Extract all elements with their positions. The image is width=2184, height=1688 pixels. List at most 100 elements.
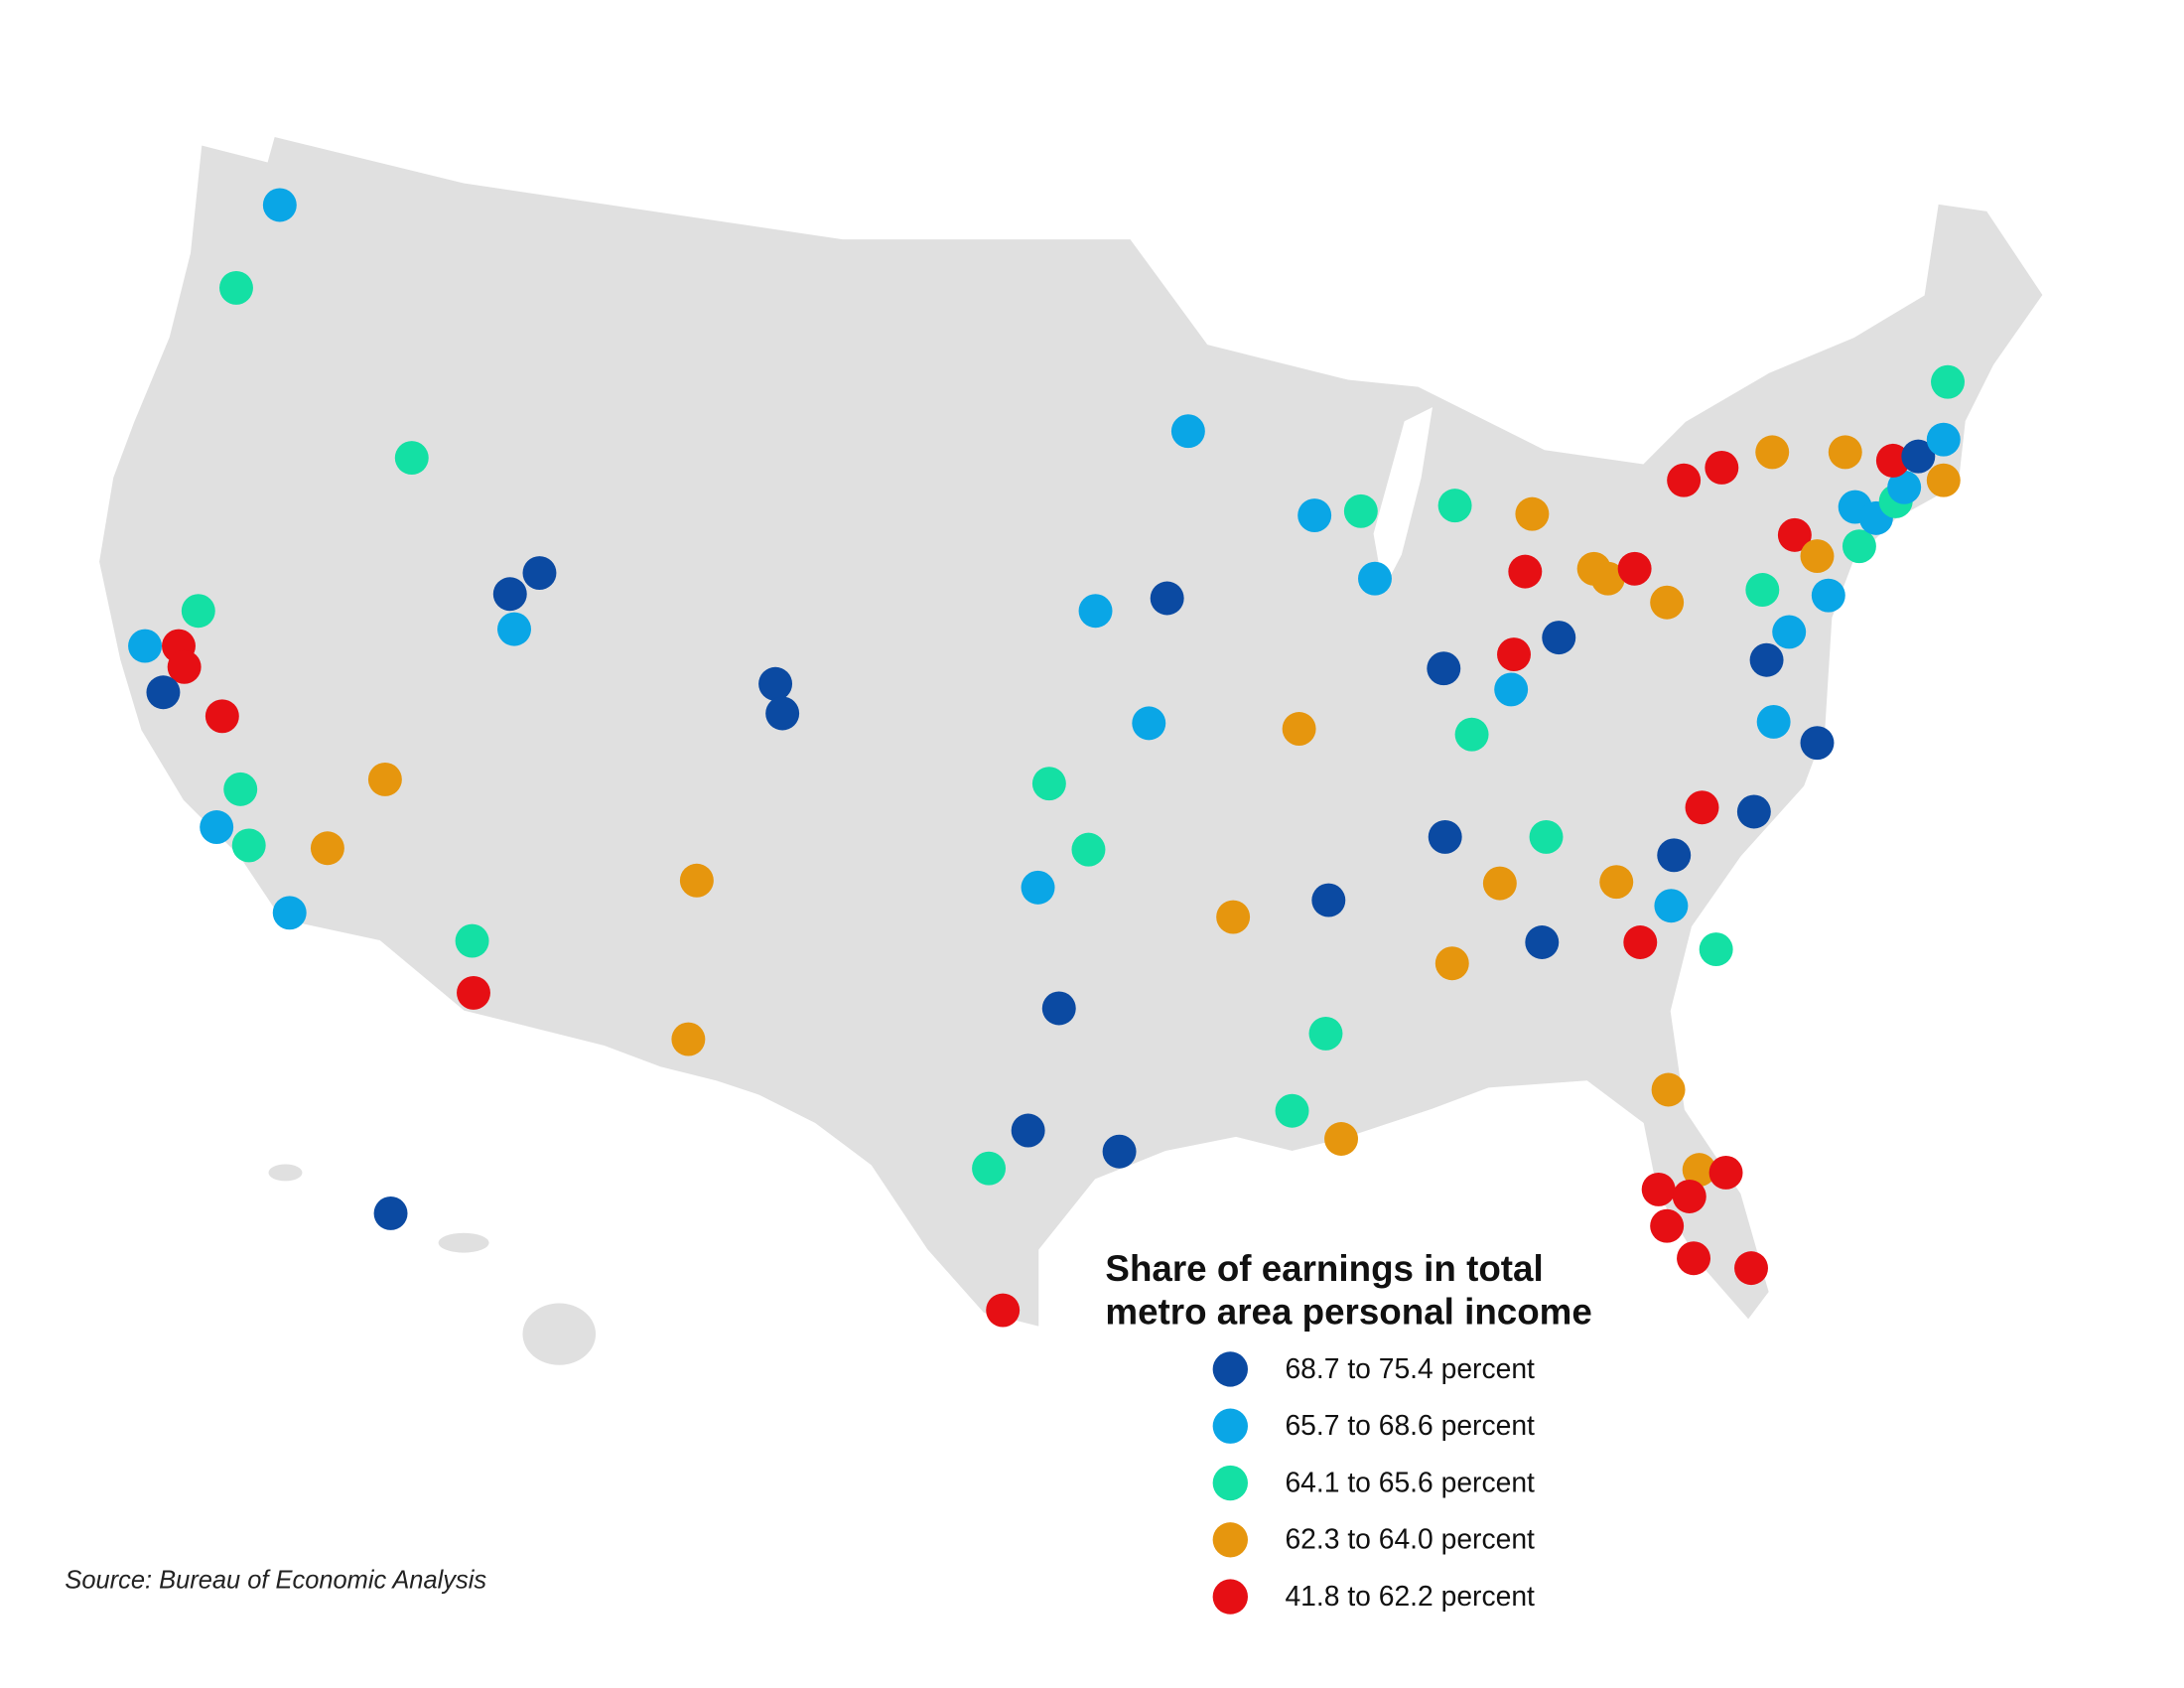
metro-dot bbox=[181, 594, 215, 629]
metro-dots bbox=[128, 188, 1965, 1328]
metro-dot bbox=[1650, 585, 1685, 620]
hawaii-island bbox=[522, 1303, 597, 1365]
legend-swatch bbox=[1212, 1522, 1248, 1558]
metro-dot bbox=[1887, 470, 1922, 504]
legend-label: 41.8 to 62.2 percent bbox=[1285, 1580, 1535, 1612]
metro-dot bbox=[394, 441, 429, 476]
metro-dot bbox=[1542, 621, 1576, 655]
metro-dot bbox=[205, 699, 239, 734]
metro-dot bbox=[1772, 615, 1807, 649]
metro-dot bbox=[1623, 925, 1658, 959]
legend-label: 64.1 to 65.6 percent bbox=[1285, 1466, 1535, 1497]
metro-dot bbox=[1297, 498, 1332, 533]
metro-dot bbox=[986, 1293, 1021, 1328]
metro-dot bbox=[1324, 1122, 1359, 1156]
metro-dot bbox=[1745, 573, 1780, 607]
metro-dot bbox=[1308, 1016, 1343, 1051]
metro-dot bbox=[1494, 672, 1529, 707]
metro-dot bbox=[758, 666, 793, 701]
metro-dot bbox=[1508, 554, 1543, 589]
metro-dot bbox=[1800, 539, 1835, 574]
metro-dot bbox=[1454, 717, 1489, 752]
metro-dot bbox=[1654, 889, 1689, 923]
metro-dot bbox=[128, 629, 163, 663]
metro-dot bbox=[373, 1196, 408, 1230]
metro-dot bbox=[1437, 489, 1472, 523]
legend-label: 68.7 to 75.4 percent bbox=[1285, 1352, 1535, 1384]
metro-dot bbox=[367, 762, 402, 796]
metro-dot bbox=[679, 863, 714, 898]
metro-dot bbox=[972, 1151, 1007, 1186]
metro-dot bbox=[1282, 712, 1316, 746]
metro-dot bbox=[272, 896, 307, 930]
metro-dot bbox=[1699, 932, 1733, 967]
metro-dot bbox=[765, 696, 800, 731]
metro-dot bbox=[1842, 529, 1876, 564]
metro-dot bbox=[1031, 767, 1066, 801]
metro-dot bbox=[223, 772, 258, 806]
metro-dot bbox=[1677, 1241, 1711, 1276]
metro-dot bbox=[262, 188, 297, 222]
metro-dot bbox=[1216, 900, 1251, 934]
legend-swatch bbox=[1212, 1465, 1248, 1501]
metro-dot bbox=[1672, 1180, 1706, 1213]
metro-dot bbox=[1525, 925, 1560, 959]
metro-dot bbox=[1599, 865, 1634, 900]
metro-dot bbox=[1021, 870, 1055, 905]
metro-dot bbox=[457, 975, 490, 1010]
metro-dot bbox=[1590, 561, 1625, 596]
metro-dot bbox=[1926, 463, 1961, 497]
metro-dot bbox=[1358, 561, 1392, 596]
metro-dot bbox=[146, 675, 181, 710]
metro-dot bbox=[1657, 838, 1692, 873]
metro-dot bbox=[1515, 496, 1550, 531]
metro-dot bbox=[1650, 1208, 1685, 1243]
source: Source: Bureau of Economic Analysis bbox=[65, 1567, 486, 1595]
metro-dot bbox=[1734, 1251, 1768, 1286]
metro-dot bbox=[1875, 443, 1910, 478]
metro-dot bbox=[1071, 832, 1106, 867]
metro-dot bbox=[1434, 946, 1469, 981]
metro-dot bbox=[1311, 883, 1346, 917]
metro-dot bbox=[1428, 819, 1462, 854]
lake-michigan bbox=[1373, 407, 1433, 591]
legend-title: metro area personal income bbox=[1105, 1292, 1591, 1333]
metro-dot bbox=[1667, 463, 1702, 497]
metro-dot bbox=[1931, 364, 1965, 399]
metro-dot bbox=[1705, 450, 1739, 485]
metro-dot bbox=[200, 810, 234, 844]
metro-dot bbox=[1427, 651, 1461, 686]
us-outline bbox=[97, 135, 2045, 1329]
metro-dot bbox=[1708, 1155, 1743, 1190]
metro-dot bbox=[1011, 1113, 1045, 1148]
metro-dot bbox=[1170, 414, 1205, 449]
metro-dot bbox=[167, 649, 202, 684]
hawaii-island bbox=[268, 1164, 303, 1182]
metro-dot bbox=[1777, 517, 1812, 552]
metro-dot bbox=[497, 612, 531, 646]
metro-dot bbox=[1275, 1093, 1309, 1128]
legend-swatch bbox=[1212, 1408, 1248, 1444]
metro-dot bbox=[1811, 578, 1845, 613]
metro-dot bbox=[1078, 594, 1113, 629]
metro-dot bbox=[1901, 439, 1936, 474]
metro-dot bbox=[1041, 991, 1076, 1026]
metro-dot bbox=[1641, 1172, 1676, 1206]
metro-dot bbox=[1755, 435, 1790, 470]
metro-dot bbox=[1651, 1072, 1686, 1107]
metro-dot bbox=[522, 556, 557, 591]
metro-dot bbox=[671, 1022, 706, 1056]
metro-dot bbox=[1736, 794, 1771, 829]
metro-dot bbox=[1132, 706, 1166, 741]
metro-dot bbox=[1529, 819, 1564, 854]
metro-dot bbox=[231, 828, 266, 863]
metro-dot bbox=[1102, 1134, 1137, 1169]
metro-dot bbox=[1749, 642, 1784, 677]
hawaii-island bbox=[438, 1232, 489, 1253]
metro-dot bbox=[1150, 581, 1184, 616]
metro-dot bbox=[1828, 435, 1862, 470]
metro-dot bbox=[1682, 1153, 1716, 1188]
metro-dot bbox=[1800, 726, 1835, 761]
